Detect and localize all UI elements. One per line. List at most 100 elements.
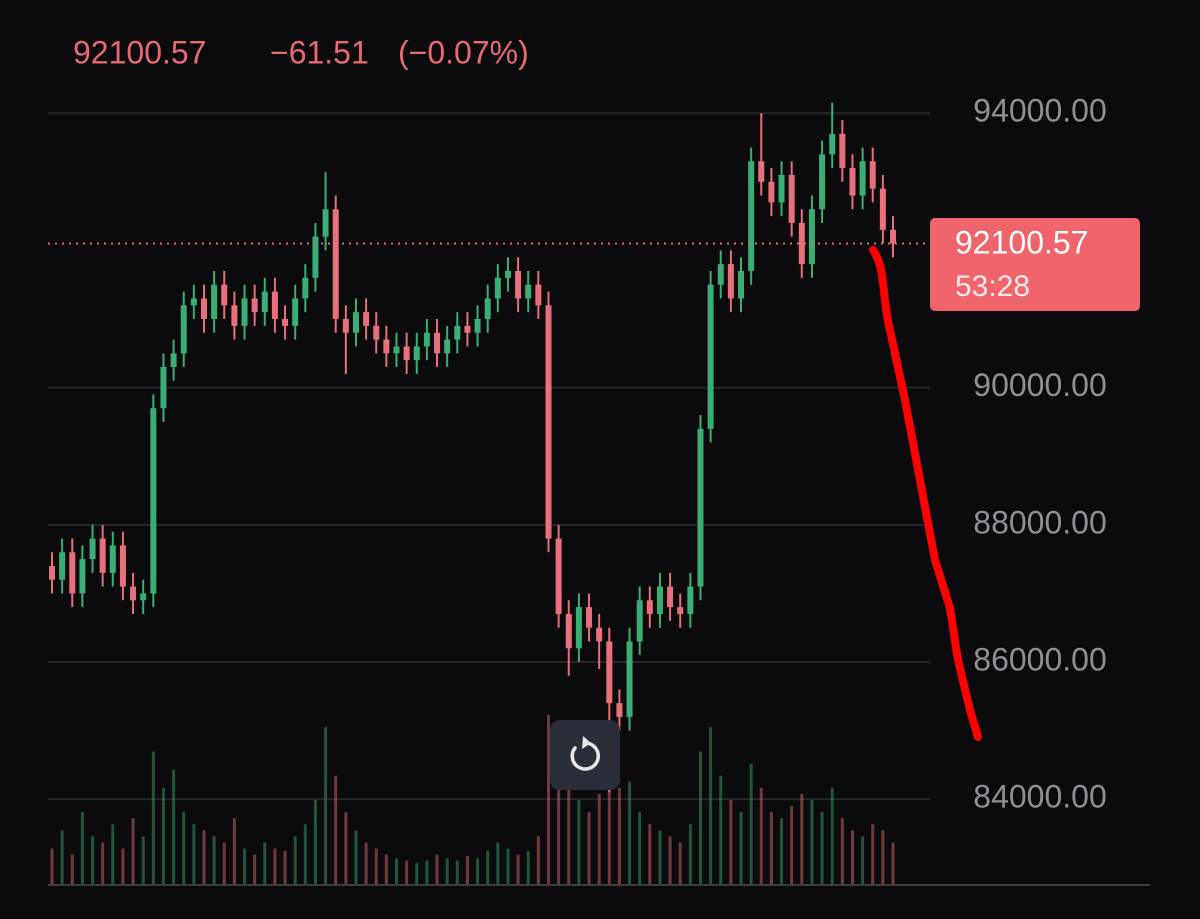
- volume-bar: [688, 824, 692, 885]
- candle-body: [312, 236, 319, 278]
- volume-bar: [840, 818, 844, 885]
- header-price: 92100.57: [73, 34, 206, 70]
- candle-body: [687, 586, 694, 615]
- candle-body: [545, 305, 552, 539]
- candle-body: [677, 607, 684, 615]
- volume-bar: [202, 830, 206, 885]
- volume-bar: [678, 842, 682, 885]
- candle-body: [150, 408, 157, 594]
- volume-bar: [455, 860, 459, 885]
- volume-bar: [303, 824, 307, 885]
- volume-bar: [587, 812, 591, 885]
- volume-bars: [50, 715, 895, 885]
- volume-bar: [850, 830, 854, 885]
- candle-body: [180, 305, 187, 354]
- candle-body: [170, 353, 177, 368]
- candle-body: [636, 600, 643, 642]
- volume-bar: [283, 851, 287, 885]
- volume-bar: [435, 854, 439, 885]
- candle-body: [535, 284, 542, 306]
- candle-body: [606, 641, 613, 704]
- volume-bar: [192, 824, 196, 885]
- candle-body: [616, 703, 623, 717]
- volume-bar: [628, 781, 632, 885]
- y-tick-label: 84000.00: [973, 779, 1106, 815]
- volume-bar: [739, 812, 743, 885]
- candle-body: [413, 346, 420, 361]
- candle-body: [332, 209, 339, 320]
- y-tick-label: 94000.00: [973, 93, 1106, 129]
- candle-body: [656, 586, 663, 615]
- candles: [48, 102, 930, 793]
- volume-bar: [334, 775, 338, 885]
- reset-icon-arrow: [582, 736, 591, 749]
- reset-button[interactable]: [550, 720, 620, 790]
- candle-body: [798, 222, 805, 265]
- candle-body: [859, 161, 866, 196]
- volume-bar: [790, 806, 794, 885]
- grid: [48, 112, 930, 801]
- candle-body: [727, 264, 734, 299]
- candle-body: [190, 298, 197, 306]
- volume-bar: [617, 787, 621, 885]
- candle-body: [758, 161, 765, 182]
- volume-bar: [395, 858, 399, 885]
- candle-body: [423, 332, 430, 347]
- volume-bar: [719, 775, 723, 885]
- volume-bar: [820, 812, 824, 885]
- candle-body: [322, 209, 329, 237]
- candle-body: [373, 325, 380, 340]
- volume-bar: [567, 775, 571, 885]
- volume-bar: [445, 858, 449, 885]
- candle-body: [79, 559, 86, 594]
- volume-bar: [780, 818, 784, 885]
- volume-bar: [506, 848, 510, 885]
- candle-body: [302, 277, 309, 299]
- volume-bar: [253, 854, 257, 885]
- candle-body: [383, 339, 390, 354]
- last-price-tag-price: 92100.57: [955, 224, 1088, 260]
- volume-bar: [698, 751, 702, 885]
- candle-body: [393, 346, 400, 354]
- candle-body: [667, 586, 674, 608]
- reset-button-background[interactable]: [550, 720, 620, 790]
- reset-icon: [570, 741, 600, 771]
- volume-bar: [232, 818, 236, 885]
- volume-bar: [172, 769, 176, 885]
- volume-bar: [161, 787, 165, 885]
- volume-bar: [222, 842, 226, 885]
- volume-bar: [536, 836, 540, 885]
- volume-bar: [324, 727, 328, 885]
- volume-bar: [151, 751, 155, 885]
- volume-bar: [607, 763, 611, 885]
- candle-body: [474, 319, 481, 333]
- volume-bar: [557, 739, 561, 885]
- candle-body: [444, 339, 451, 354]
- volume-bar: [597, 793, 601, 885]
- volume-bar: [577, 800, 581, 885]
- candle-body: [819, 154, 826, 210]
- volume-bar: [101, 842, 105, 885]
- candle-body: [596, 627, 603, 642]
- candle-body: [241, 298, 248, 326]
- volume-bar: [861, 836, 865, 885]
- volume-bar: [91, 836, 95, 885]
- candle-body: [160, 367, 167, 409]
- candle-body: [778, 174, 785, 203]
- candle-body: [586, 607, 593, 628]
- volume-bar: [658, 830, 662, 885]
- volume-bar: [344, 812, 348, 885]
- candle-body: [89, 538, 96, 560]
- candle-body: [808, 209, 815, 265]
- volume-bar: [121, 848, 125, 885]
- volume-bar: [182, 812, 186, 885]
- candle-body: [221, 284, 228, 306]
- candle-body: [484, 298, 491, 320]
- candle-body: [130, 586, 137, 601]
- volume-bar: [293, 836, 297, 885]
- volume-bar: [800, 793, 804, 885]
- candle-body: [829, 133, 836, 155]
- volume-bar: [729, 800, 733, 885]
